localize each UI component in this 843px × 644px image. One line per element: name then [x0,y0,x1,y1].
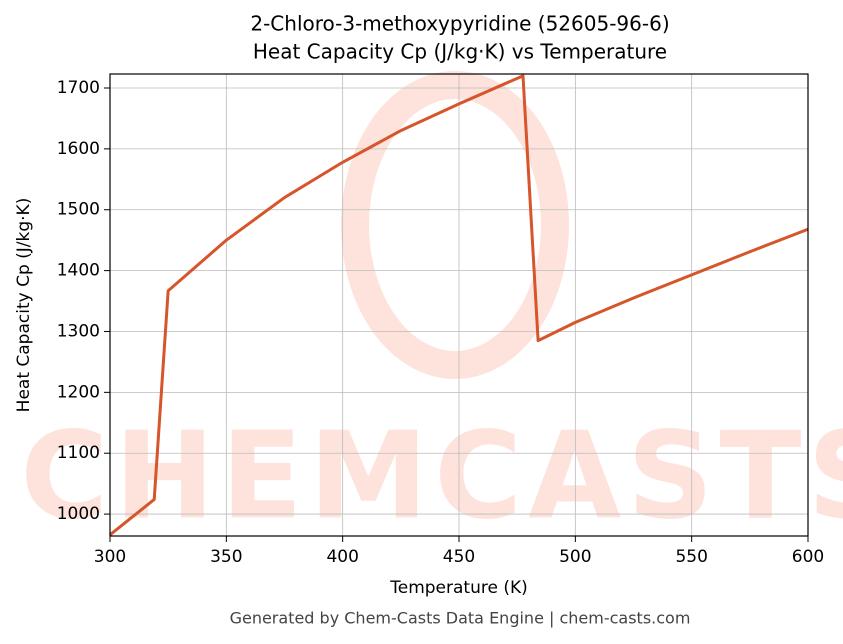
y-tick-label: 1300 [57,321,100,341]
watermark-logo [341,71,569,379]
y-tick-label: 1200 [57,382,100,402]
watermark: CHEMCASTS [20,408,843,547]
y-tick-label: 1000 [57,504,100,524]
y-tick-label: 1100 [57,443,100,463]
y-axis-label: Heat Capacity Cp (J/kg·K) [14,198,34,413]
y-tick-label: 1500 [57,200,100,220]
x-tick-label: 350 [210,547,242,567]
footer: Generated by Chem-Casts Data Engine | ch… [230,609,691,628]
x-tick-label: 400 [326,547,358,567]
x-tick-label: 600 [792,547,824,567]
x-tick-label: 300 [94,547,126,567]
y-tick-label: 1400 [57,261,100,281]
x-axis-label: Temperature (K) [389,578,528,598]
x-tick-label: 450 [443,547,475,567]
y-tick-label: 1600 [57,139,100,159]
y-tick-label: 1700 [57,78,100,98]
chart-subtitle: Heat Capacity Cp (J/kg·K) vs Temperature [253,40,667,64]
x-tick-label: 500 [559,547,591,567]
data-line [109,74,809,536]
plot-frame [109,73,809,537]
chart-title: 2-Chloro-3-methoxypyridine (52605-96-6) [250,12,669,36]
x-tick-label: 550 [675,547,707,567]
